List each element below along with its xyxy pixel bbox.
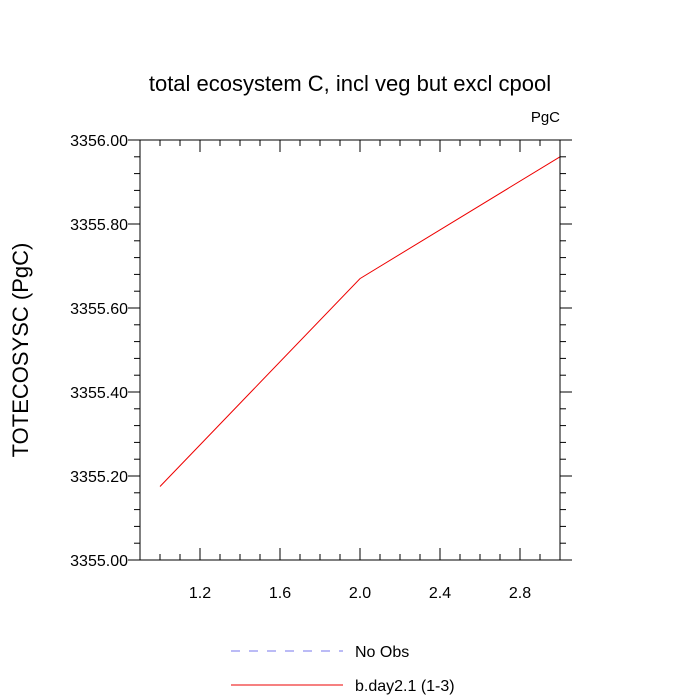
legend-label: b.day2.1 (1-3) [355, 678, 455, 695]
y-tick-label: 3355.40 [70, 385, 128, 402]
tick-labels: 1.2 1.6 2.0 2.4 2.8 3355.00 3355.20 3355.40 3355… [70, 133, 531, 602]
y-tick-label: 3356.00 [70, 133, 128, 150]
y-axis-label: TOTECOSYSC (PgC) [8, 243, 33, 458]
y-tick-label: 3355.00 [70, 553, 128, 570]
x-tick-label: 2.8 [509, 585, 531, 602]
chart-title: total ecosystem C, incl veg but excl cpo… [149, 71, 551, 96]
units-label: PgC [531, 109, 560, 126]
axis-ticks [128, 139, 572, 561]
x-tick-label: 1.6 [269, 585, 291, 602]
y-tick-label: 3355.60 [70, 301, 128, 318]
legend-label: No Obs [355, 644, 409, 661]
x-tick-label: 2.0 [349, 585, 371, 602]
legend: No Obs b.day2.1 (1-3) [231, 644, 455, 695]
series-line [159, 156, 561, 487]
plot-frame [139, 139, 561, 561]
y-tick-label: 3355.20 [70, 469, 128, 486]
x-tick-label: 1.2 [189, 585, 211, 602]
series-layer [159, 156, 561, 487]
x-tick-label: 2.4 [429, 585, 451, 602]
y-tick-label: 3355.80 [70, 217, 128, 234]
